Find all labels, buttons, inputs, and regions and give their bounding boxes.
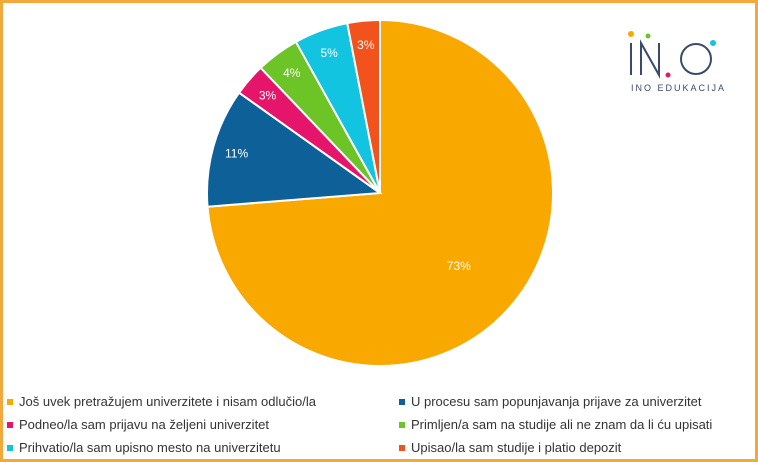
legend-item-0[interactable]: Još uvek pretražujem univerzitete i nisa… [7,394,316,409]
logo-subtitle: INO EDUKACIJA [631,83,727,93]
pie-chart: 73% 11% 3% 4% 5% 3% [206,18,554,367]
legend-item-5[interactable]: Upisao/la sam studije i platio depozit [399,440,621,455]
logo-dot-orange [628,31,634,37]
logo-dot-green [645,33,651,39]
pie-slice-label-3: 4% [283,66,301,80]
logo-dot-pink [665,72,671,78]
legend-label: Primljen/a sam na studije ali ne znam da… [411,417,713,432]
legend-label: Upisao/la sam studije i platio depozit [411,440,622,455]
legend-swatch [399,421,405,428]
pie-slice-label-2: 3% [259,89,277,103]
legend-swatch [7,444,13,451]
legend-label: Još uvek pretražujem univerzitete i nisa… [19,394,316,409]
legend-swatch [399,398,405,405]
pie-slice-1 [206,91,383,208]
legend-swatch [399,444,405,451]
legend-item-4[interactable]: Prihvatio/la sam upisno mesto na univerz… [7,440,281,455]
legend-item-2[interactable]: Podneo/la sam prijavu na željeni univerz… [7,417,269,432]
legend-swatch [7,398,13,405]
pie-slice-label-0: 73% [447,259,471,273]
legend-label: Podneo/la sam prijavu na željeni univerz… [19,417,270,432]
logo-dot-blue [710,40,716,46]
pie-slice-5 [346,18,381,194]
ino-logo [628,31,716,79]
pie-slice-label-4: 5% [320,46,338,60]
legend-item-1[interactable]: U procesu sam popunjavanja prijave za un… [399,394,702,409]
pie-slice-label-1: 11% [225,146,248,160]
legend-label: U procesu sam popunjavanja prijave za un… [411,394,702,409]
logo-n-stroke [640,39,660,79]
legend-item-3[interactable]: Primljen/a sam na studije ali ne znam da… [399,417,712,432]
legend-label: Prihvatio/la sam upisno mesto na univerz… [19,440,281,455]
pie-slice-label-5: 3% [357,38,375,52]
logo-o-stroke [680,43,712,75]
legend-swatch [7,421,13,428]
